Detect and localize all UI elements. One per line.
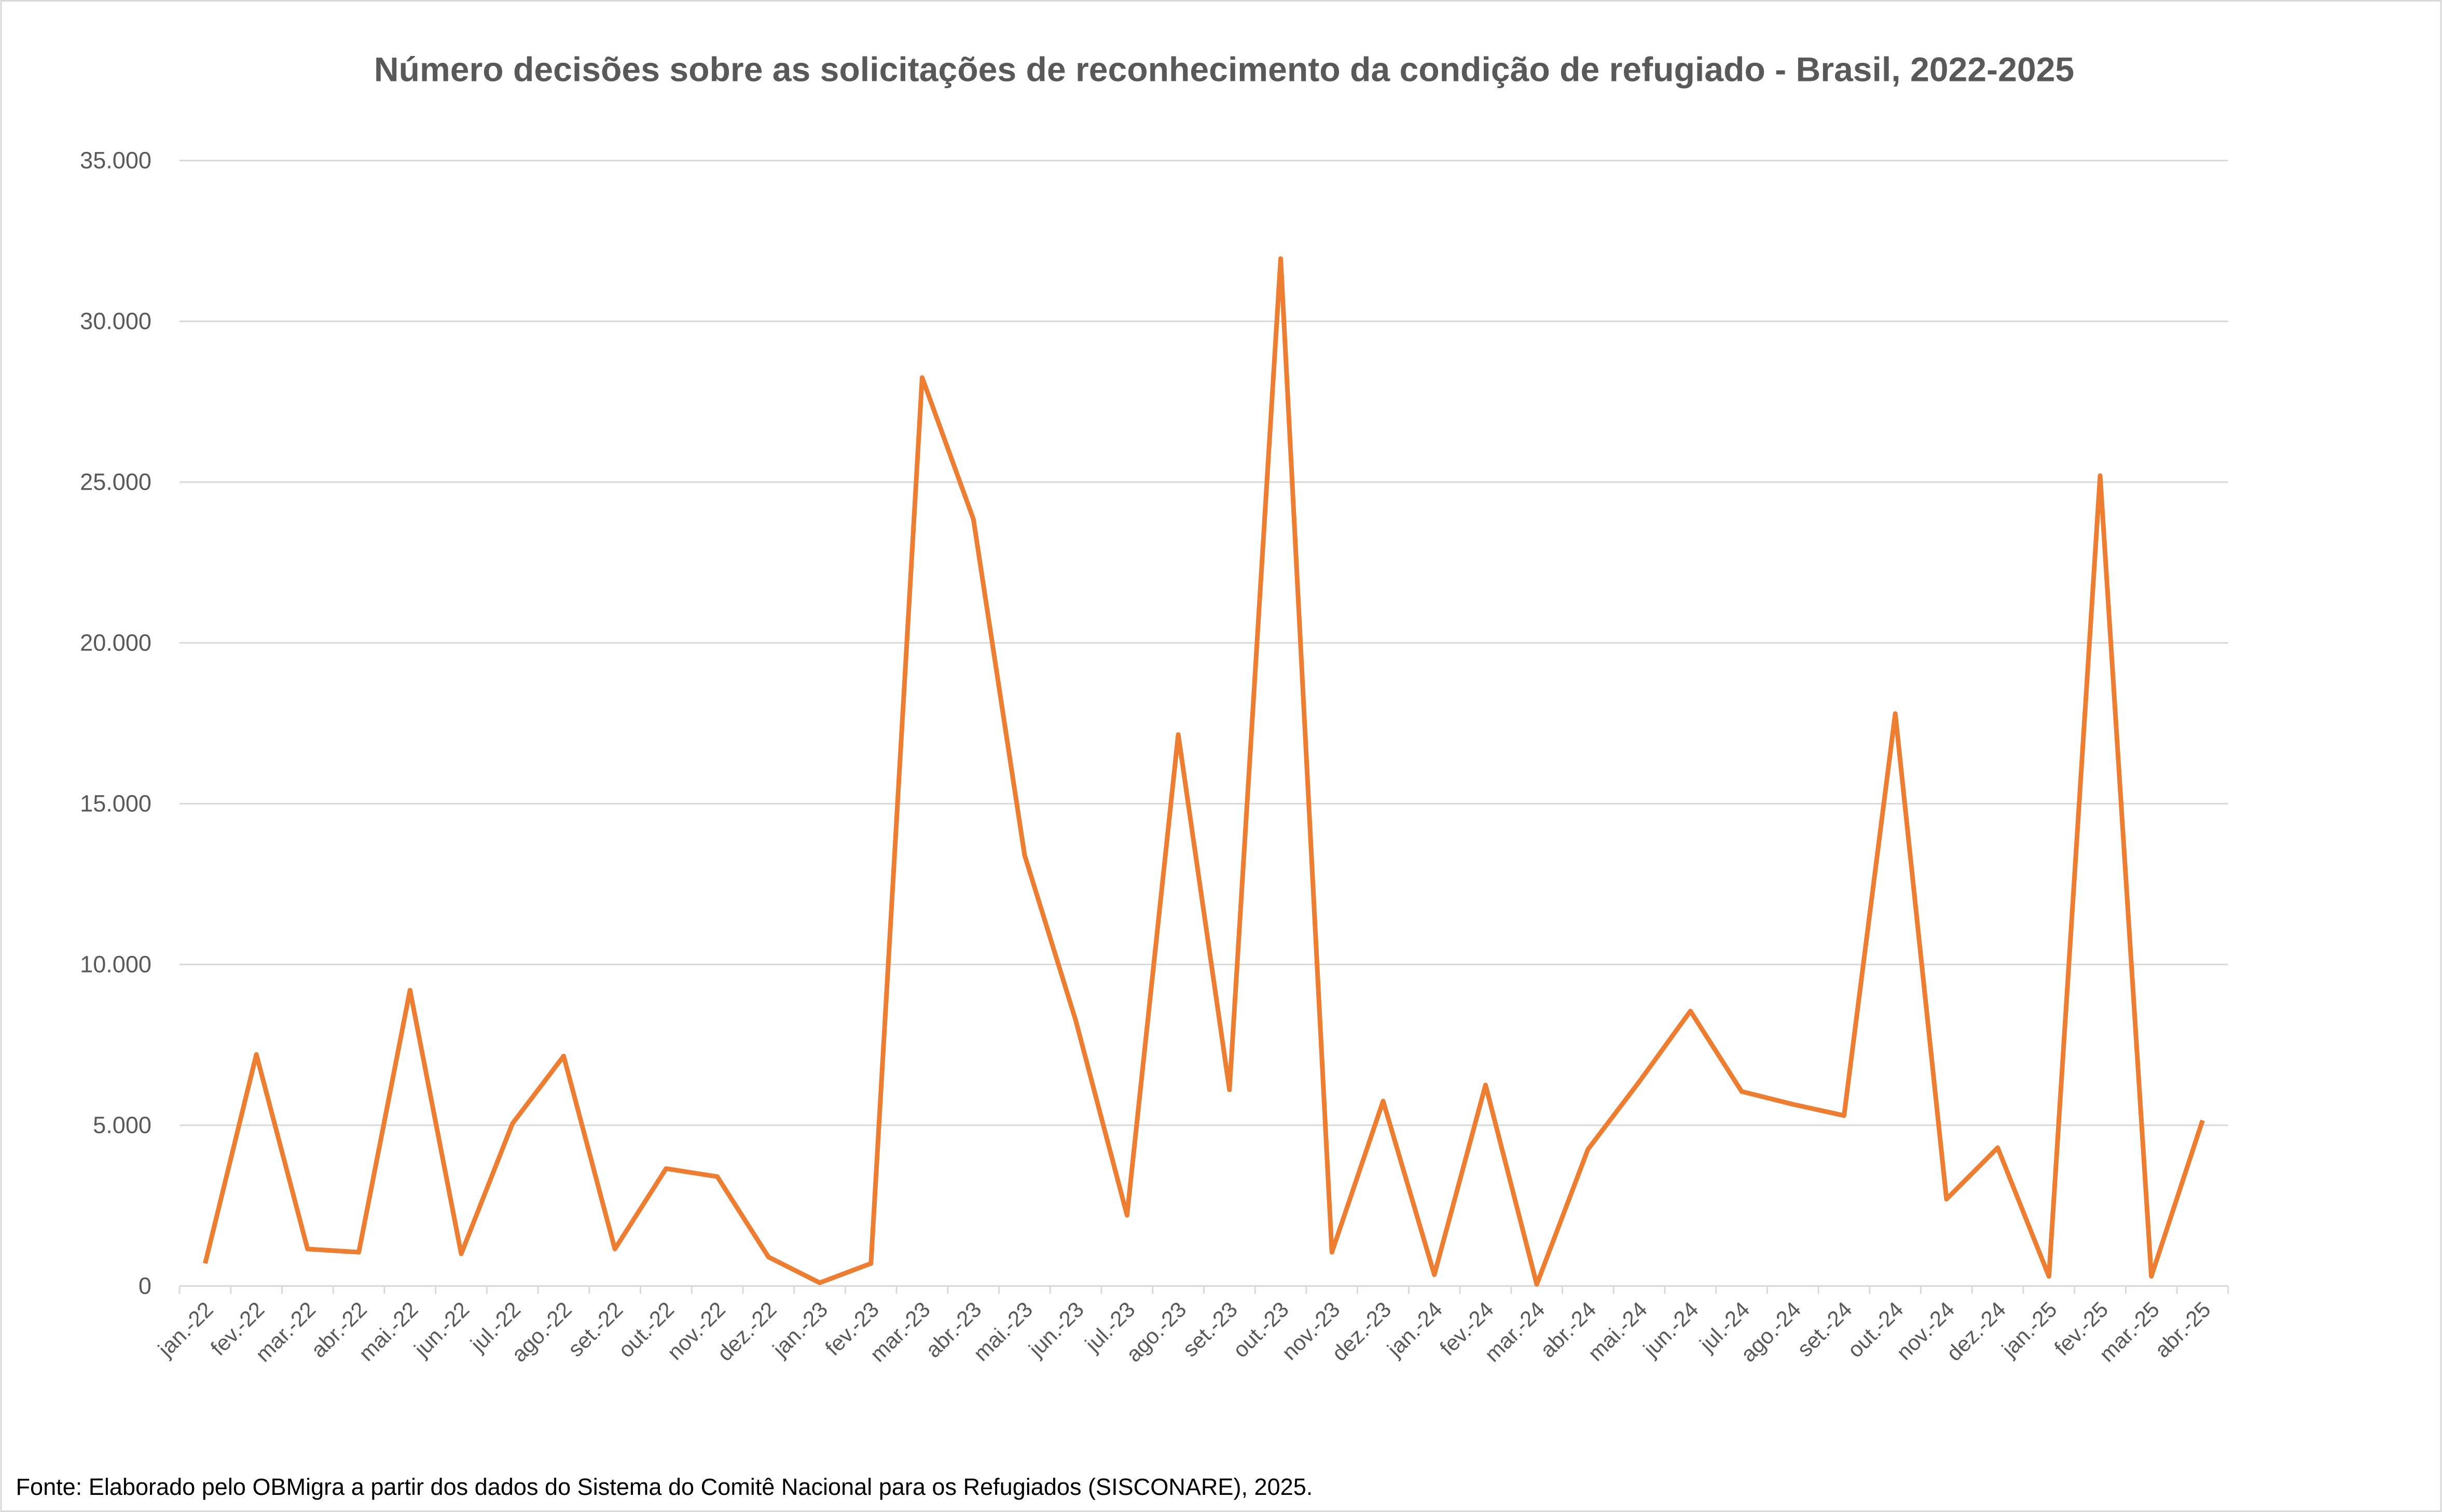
y-tick-label: 5.000 xyxy=(93,1112,151,1138)
y-tick-label: 30.000 xyxy=(80,308,151,335)
y-tick-label: 15.000 xyxy=(80,790,151,816)
chart-title: Número decisões sobre as solicitações de… xyxy=(374,50,2074,89)
source-note: Fonte: Elaborado pelo OBMigra a partir d… xyxy=(16,1474,1313,1500)
data-line xyxy=(203,256,2205,1287)
y-tick-label: 0 xyxy=(139,1272,151,1299)
y-tick-label: 35.000 xyxy=(80,147,151,174)
y-tick-label: 10.000 xyxy=(80,951,151,977)
y-tick-label: 25.000 xyxy=(80,468,151,495)
y-tick-label: 20.000 xyxy=(80,629,151,656)
